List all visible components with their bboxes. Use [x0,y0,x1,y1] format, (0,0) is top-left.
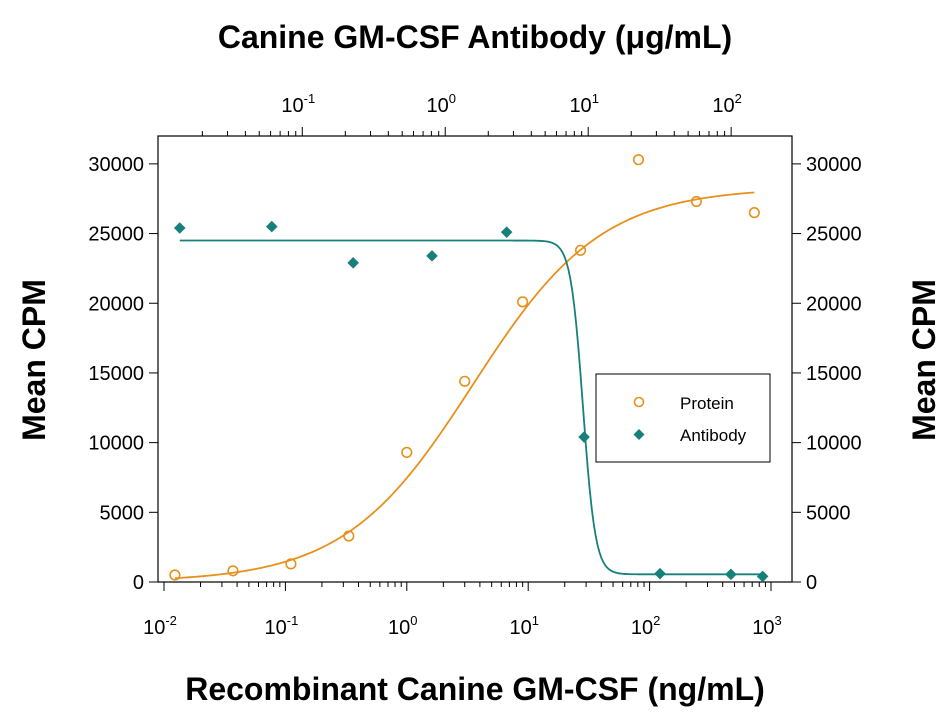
legend: Protein Antibody [595,373,771,463]
protein-data-point [459,375,471,387]
antibody-data-point [756,570,769,583]
x-tick-base: 10 [509,617,531,639]
x-tick-base: 10 [388,617,410,639]
protein-data-point [343,530,355,542]
y2-tick-label: 10000 [806,433,862,455]
x2-tick-base: 10 [569,95,591,117]
x-tick-exponent: 3 [775,613,782,628]
antibody-fit-curve [179,239,763,576]
y2-axis-label: Mean CPM [906,279,942,441]
x-tick-base: 10 [752,617,774,639]
x2-tick-base: 10 [426,95,448,117]
x-tick-label: 101 [509,613,538,639]
y2-tick-label: 20000 [806,293,862,315]
protein-fit-curve [174,191,755,580]
y2-tick-label: 25000 [806,224,862,246]
x2-tick-exponent: 2 [735,91,742,106]
plot-frame [157,135,793,583]
legend-antibody-label: Antibody [680,426,747,445]
x2-tick-base: 10 [281,95,303,117]
x2-tick-exponent: 0 [449,91,456,106]
antibody-data-point [265,220,278,233]
y-tick-label: 15000 [88,363,144,385]
x-tick-exponent: 1 [532,613,539,628]
y-tick-label: 5000 [100,502,145,524]
x2-tick-exponent: 1 [592,91,599,106]
x2-tick-label: 102 [712,91,741,117]
chart-title: Canine GM-CSF Antibody (μg/mL) [218,19,732,55]
antibody-data-point [426,250,438,262]
y-tick-label: 30000 [88,154,144,176]
protein-data-point [227,565,239,577]
antibody-data-point [347,257,359,269]
x2-tick-label: 10-1 [281,91,315,117]
protein-data-point [285,558,297,570]
x-tick-base: 10 [143,617,165,639]
y-tick-label: 20000 [88,293,144,315]
x-tick-label: 103 [752,613,781,639]
protein-data-point [748,207,760,219]
x-tick-label: 10-1 [264,613,298,639]
legend-box [595,373,771,463]
legend-protein-label: Protein [680,394,734,413]
y-tick-label: 10000 [88,433,144,455]
x-tick-exponent: 2 [653,613,660,628]
legend-antibody-marker [633,429,645,440]
y2-tick-label: 5000 [806,502,851,524]
protein-data-point [169,569,181,581]
y2-tick-label: 0 [806,572,817,594]
antibody-data-point [500,226,513,238]
legend-protein-marker [633,396,645,408]
antibody-data-point [173,222,186,234]
protein-data-point [517,296,529,308]
y-axis-label: Mean CPM [16,279,52,441]
antibody-data-point [654,567,666,580]
x-tick-exponent: -1 [287,613,299,628]
x2-tick-label: 101 [569,91,598,117]
points-layer [169,154,769,583]
protein-data-point [632,154,645,166]
protein-data-point [574,244,587,256]
x-tick-exponent: -2 [165,613,177,628]
y-tick-label: 25000 [88,224,144,246]
x-tick-label: 10-2 [143,613,177,639]
x2-tick-exponent: -1 [304,91,316,106]
curves-layer [174,191,763,580]
y2-tick-label: 30000 [806,154,862,176]
y2-tick-label: 15000 [806,363,862,385]
protein-data-point [690,195,703,208]
antibody-data-point [725,568,737,581]
y-tick-label: 0 [133,572,144,594]
x-tick-label: 100 [388,613,417,639]
x2-tick-base: 10 [712,95,734,117]
protein-data-point [401,446,413,458]
x-tick-base: 10 [631,617,653,639]
x-tick-label: 102 [631,613,660,639]
antibody-data-point [578,431,590,443]
x-tick-exponent: 0 [410,613,417,628]
x2-tick-label: 100 [426,91,455,117]
x-tick-base: 10 [264,617,286,639]
x-axis-label: Recombinant Canine GM-CSF (ng/mL) [185,671,765,707]
